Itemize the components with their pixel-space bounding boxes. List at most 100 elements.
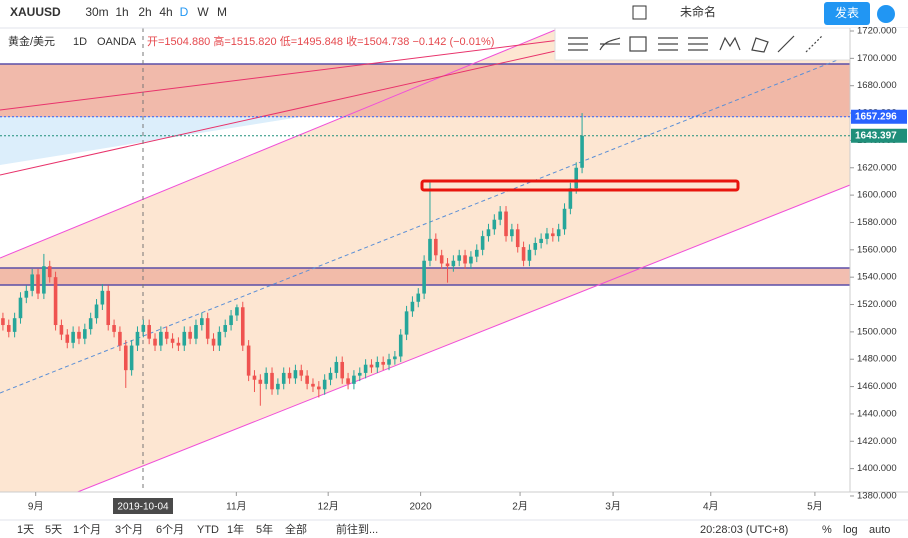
candle-body bbox=[182, 331, 187, 346]
range-button[interactable]: YTD bbox=[197, 524, 219, 536]
tool-icon[interactable] bbox=[688, 37, 708, 51]
candle-body bbox=[322, 379, 327, 390]
y-tick-label: 1420.000 bbox=[857, 436, 897, 447]
candle-body bbox=[235, 307, 239, 316]
resistance-zone bbox=[0, 64, 850, 117]
candle-body bbox=[170, 338, 175, 343]
publish-button[interactable] bbox=[824, 2, 870, 25]
footer: 1天 5天 1个月 3个月 6个月 YTD 1年 5年 全部 bbox=[17, 522, 307, 536]
x-tick-label: 5月 bbox=[807, 501, 823, 513]
interval[interactable]: 2h bbox=[138, 5, 151, 19]
candle-body bbox=[457, 255, 462, 261]
x-tick-label: 12月 bbox=[318, 501, 339, 513]
drawing-toolbar bbox=[554, 27, 851, 61]
candle-body bbox=[293, 370, 298, 379]
log-toggle[interactable]: log bbox=[843, 524, 858, 536]
price-label: 1643.397 bbox=[855, 130, 897, 141]
layout-name[interactable]: 未命名 bbox=[680, 4, 716, 19]
candle-body bbox=[463, 255, 467, 264]
tool-icon[interactable] bbox=[568, 37, 588, 51]
candle-body bbox=[311, 383, 315, 387]
range-button[interactable]: 全部 bbox=[285, 522, 307, 536]
interval[interactable]: D bbox=[180, 5, 189, 19]
price-label-bg bbox=[851, 109, 907, 124]
candle-body bbox=[106, 290, 111, 326]
range-button[interactable]: 3个月 bbox=[115, 523, 143, 536]
candle-body bbox=[246, 345, 251, 376]
range-button[interactable]: 5天 bbox=[45, 524, 62, 536]
range-button[interactable]: 6个月 bbox=[156, 523, 184, 536]
y-tick-label: 1440.000 bbox=[857, 408, 897, 419]
tool-icon[interactable] bbox=[719, 36, 741, 51]
auto-toggle[interactable]: auto bbox=[869, 524, 890, 536]
price-label-bg bbox=[851, 128, 907, 143]
tool-icon[interactable] bbox=[751, 37, 769, 53]
candle-body bbox=[176, 342, 181, 346]
candle-body bbox=[416, 293, 421, 302]
interval[interactable]: M bbox=[217, 5, 227, 19]
y-tick-label: 1600.000 bbox=[857, 190, 897, 201]
trend-line bbox=[0, 39, 561, 111]
candle-body bbox=[53, 277, 58, 326]
publish-label[interactable]: 发表 bbox=[835, 5, 859, 20]
candle-body bbox=[352, 375, 356, 384]
candle-body bbox=[159, 331, 163, 346]
candle-body bbox=[71, 331, 75, 343]
play-button[interactable] bbox=[877, 5, 895, 23]
candle-body bbox=[188, 331, 192, 339]
candle-body bbox=[305, 375, 309, 384]
y-tick-label: 1520.000 bbox=[857, 299, 897, 310]
percent-toggle[interactable]: % bbox=[822, 524, 832, 536]
candle-body bbox=[445, 263, 450, 267]
candle-body bbox=[83, 329, 87, 339]
candle-body bbox=[334, 361, 339, 373]
x-tick-label: 9月 bbox=[28, 501, 44, 513]
candle-body bbox=[527, 249, 532, 261]
interval[interactable]: 30m bbox=[85, 5, 108, 19]
range-button[interactable]: 1年 bbox=[227, 522, 244, 536]
interval[interactable]: 1h bbox=[115, 5, 128, 19]
goto[interactable]: 前往到... bbox=[336, 522, 378, 536]
crosshair-label: 2019-10-04 bbox=[117, 502, 169, 513]
tool-icon[interactable] bbox=[777, 35, 795, 53]
legend-ohlc: 开=1504.880 高=1515.820 低=1495.848 收=1504.… bbox=[147, 34, 494, 48]
candle-body bbox=[515, 229, 520, 248]
tool-icon[interactable] bbox=[599, 37, 621, 51]
candle-body bbox=[568, 188, 573, 209]
candle-body bbox=[6, 325, 11, 332]
range-button[interactable]: 1个月 bbox=[73, 523, 101, 536]
candle-body bbox=[451, 260, 456, 267]
tool-icon[interactable] bbox=[658, 37, 678, 51]
candle-body bbox=[135, 331, 140, 346]
tool-icon[interactable] bbox=[629, 36, 647, 52]
channel-line bbox=[0, 27, 561, 259]
candle-body bbox=[486, 229, 491, 237]
candle-body bbox=[551, 233, 555, 237]
candle-body bbox=[270, 372, 274, 390]
candle-body bbox=[340, 361, 345, 379]
candle-body bbox=[428, 238, 432, 261]
candle-body bbox=[393, 356, 397, 360]
candle-body bbox=[30, 274, 34, 291]
candle-body bbox=[264, 372, 268, 384]
candle-body bbox=[492, 219, 497, 230]
candle-body bbox=[153, 338, 157, 346]
range-button[interactable]: 1天 bbox=[17, 524, 34, 536]
candle-body bbox=[469, 256, 473, 264]
checkbox[interactable] bbox=[632, 5, 647, 20]
range-button[interactable]: 5年 bbox=[256, 522, 273, 536]
candle-body bbox=[65, 334, 70, 343]
y-tick-label: 1700.000 bbox=[857, 53, 897, 64]
interval[interactable]: W bbox=[197, 5, 209, 19]
candle-body bbox=[410, 301, 415, 312]
candle-body bbox=[211, 338, 216, 346]
candle-body bbox=[12, 318, 17, 332]
symbol[interactable]: XAUUSD bbox=[10, 5, 61, 19]
interval[interactable]: 4h bbox=[159, 5, 172, 19]
x-tick-label: 2020 bbox=[409, 502, 432, 513]
candle-body bbox=[281, 372, 286, 384]
x-tick-label: 4月 bbox=[703, 501, 719, 513]
candle-body bbox=[357, 372, 362, 376]
candle-body bbox=[24, 290, 29, 298]
